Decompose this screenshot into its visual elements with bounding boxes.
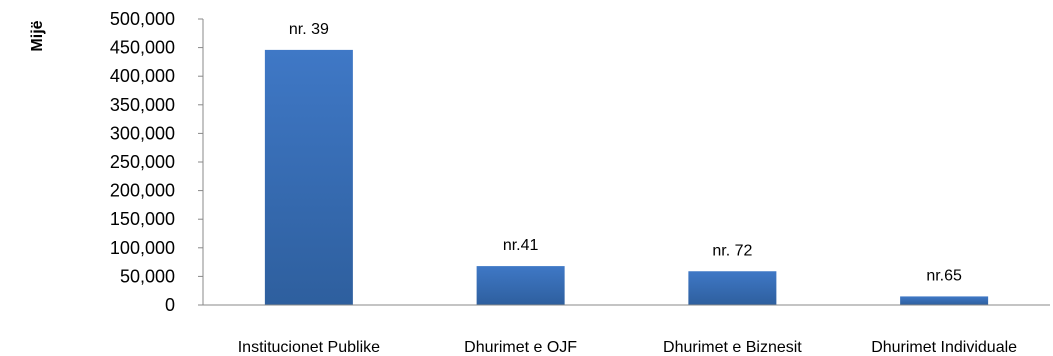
bar-data-label: nr. 39 xyxy=(289,21,329,38)
x-category-label: Dhurimet Individuale xyxy=(871,339,1017,356)
x-category-label: Institucionet Publike xyxy=(238,339,380,356)
bar xyxy=(476,266,565,305)
category-labels: Institucionet Publike Dhurimet e OJF Dhuri… xyxy=(238,339,1017,356)
y-tick-label: 0 xyxy=(165,295,175,315)
data-labels: nr. 39 nr.41 nr. 72 nr.65 xyxy=(289,21,962,285)
y-tick-label: 200,000 xyxy=(110,181,175,201)
bar xyxy=(900,296,989,305)
y-tick-label: 250,000 xyxy=(110,152,175,172)
bar-data-label: nr.41 xyxy=(503,237,539,254)
y-tick-label: 150,000 xyxy=(110,209,175,229)
bar-data-label: nr. 72 xyxy=(712,242,752,259)
bar xyxy=(688,271,777,305)
bar-data-label: nr.65 xyxy=(926,267,962,284)
y-tick-label: 500,000 xyxy=(110,9,175,29)
bar xyxy=(264,49,353,305)
y-tick-label: 50,000 xyxy=(120,266,175,286)
y-tick-label: 450,000 xyxy=(110,38,175,58)
y-tick-label: 400,000 xyxy=(110,66,175,86)
x-category-label: Dhurimet e Biznesit xyxy=(663,339,802,356)
y-axis-title: Mijë xyxy=(29,20,46,51)
y-tick-label: 100,000 xyxy=(110,238,175,258)
y-axis-ticks: 0 50,000 100,000 150,000 200,000 250,000 300,0… xyxy=(110,9,203,315)
x-category-label: Dhurimet e OJF xyxy=(464,339,577,356)
y-tick-label: 300,000 xyxy=(110,123,175,143)
bars xyxy=(264,49,989,305)
y-tick-label: 350,000 xyxy=(110,95,175,115)
